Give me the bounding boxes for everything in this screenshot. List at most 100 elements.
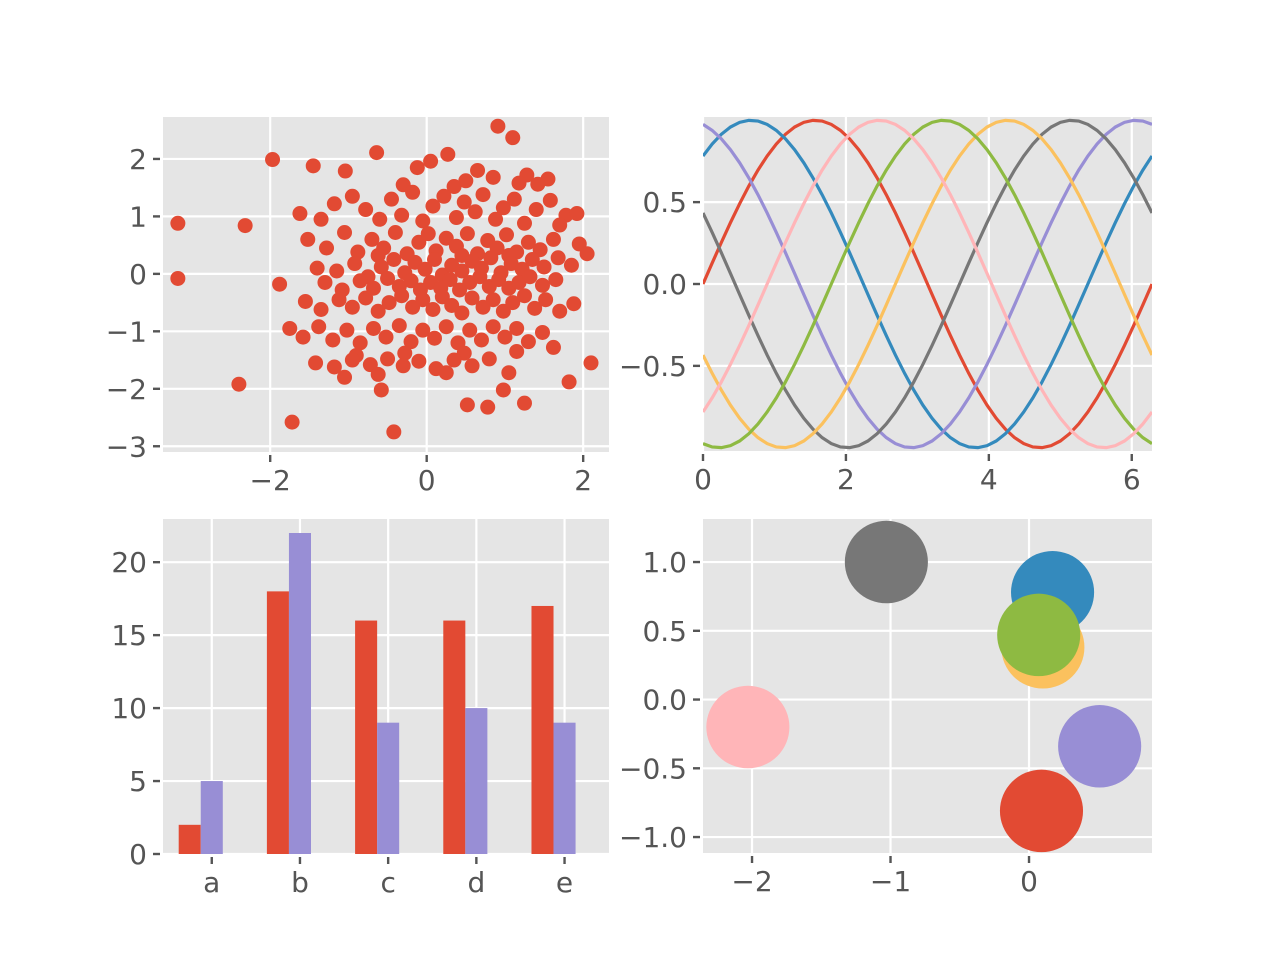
scatter-point	[369, 145, 385, 161]
scatter-point	[522, 269, 538, 285]
scatter-content	[170, 118, 599, 440]
scatter-point	[490, 118, 506, 134]
scatter-point	[454, 263, 470, 279]
scatter-point	[300, 231, 316, 247]
x-tick-label: −2	[250, 464, 291, 497]
y-tick-label: 2	[129, 143, 147, 176]
scatter-point	[415, 292, 431, 308]
scatter-point	[415, 213, 431, 229]
scatter-point	[506, 191, 522, 207]
scatter-point	[347, 256, 363, 272]
scatter-point	[364, 231, 380, 247]
scatter-point	[265, 152, 281, 168]
scatter-point	[311, 319, 327, 335]
scatter-point	[495, 200, 511, 216]
green-circle	[997, 593, 1081, 677]
sine-shift-2-line	[703, 118, 1152, 450]
scatter-point	[391, 318, 407, 334]
scatter-point	[292, 206, 308, 222]
scatter-point	[480, 399, 496, 415]
x-tick-label: 6	[1123, 463, 1141, 496]
scatter-point	[442, 272, 458, 288]
y-tick-label: 0	[129, 838, 147, 871]
scatter-point	[319, 240, 335, 256]
bar	[288, 533, 311, 854]
scatter-point	[411, 353, 427, 369]
scatter-point	[566, 296, 582, 312]
scatter-point	[370, 303, 386, 319]
scatter-point	[483, 250, 499, 266]
sine-shift-3-line	[703, 118, 1152, 450]
scatter-point	[440, 146, 456, 162]
scatter-point	[538, 292, 554, 308]
scatter-point	[350, 244, 366, 260]
x-tick-label: d	[467, 866, 485, 899]
scatter-point	[536, 259, 552, 275]
scatter-point	[339, 322, 355, 338]
sine-shift-5-line	[703, 118, 1152, 450]
scatter-point	[467, 204, 483, 220]
scatter-point	[373, 259, 389, 275]
y-tick-label: 20	[111, 546, 147, 579]
scatter-point	[464, 358, 480, 374]
scatter-point	[488, 211, 504, 227]
scatter-point	[344, 352, 360, 368]
scatter-point	[170, 270, 186, 286]
y-tick-label: 5	[129, 765, 147, 798]
scatter-point	[485, 319, 501, 335]
scatter-point	[458, 173, 474, 189]
x-tick-label: 2	[574, 464, 592, 497]
scatter-point	[472, 269, 488, 285]
scatter-point	[329, 263, 345, 279]
scatter-point	[305, 158, 321, 174]
x-tick-label: 0	[418, 464, 436, 497]
scatter-point	[394, 288, 410, 304]
scatter-point	[459, 397, 475, 413]
x-tick-label: 4	[980, 463, 998, 496]
scatter-point	[237, 218, 253, 234]
scatter-point	[325, 332, 341, 348]
scatter-point	[505, 295, 521, 311]
y-tick-label: 1.0	[642, 546, 687, 579]
scatter-point	[397, 345, 413, 361]
scatter-point	[409, 160, 425, 176]
scatter-point	[516, 395, 532, 411]
scatter-point	[381, 295, 397, 311]
scatter-point	[552, 303, 568, 319]
bar	[465, 708, 488, 854]
scatter-point	[403, 334, 419, 350]
scatter-point	[308, 355, 324, 371]
y-tick-label: 10	[111, 692, 147, 725]
scatter-point	[495, 382, 511, 398]
scatter-point	[470, 162, 486, 178]
scatter-point	[427, 330, 443, 346]
scatter-point	[583, 355, 599, 371]
x-tick-label: 0	[1020, 865, 1038, 898]
scatter-point	[534, 277, 550, 293]
x-tick-label: c	[380, 866, 395, 899]
y-tick-label: −3	[106, 430, 147, 463]
bar	[178, 824, 201, 854]
scatter-point	[464, 290, 480, 306]
x-tick-label: 2	[837, 463, 855, 496]
y-tick-label: −1	[106, 315, 147, 348]
y-tick-label: 0.0	[642, 684, 687, 717]
scatter-point	[423, 153, 439, 169]
scatter-point	[326, 359, 342, 375]
x-tick-label: b	[291, 866, 309, 899]
scatter-point	[337, 369, 353, 385]
scatter-point	[372, 211, 388, 227]
scatter-point	[459, 226, 475, 242]
scatter-point	[528, 202, 544, 218]
scatter-point	[309, 260, 325, 276]
scatter-point	[425, 198, 441, 214]
scatter-point	[548, 272, 564, 288]
scatter-point	[358, 290, 374, 306]
scatter-point	[446, 179, 462, 195]
scatter-point	[405, 184, 421, 200]
bar	[266, 591, 289, 854]
bar	[355, 620, 378, 854]
sine-shift-6-line	[703, 118, 1152, 450]
scatter-point	[365, 320, 381, 336]
scatter-point	[545, 339, 561, 355]
